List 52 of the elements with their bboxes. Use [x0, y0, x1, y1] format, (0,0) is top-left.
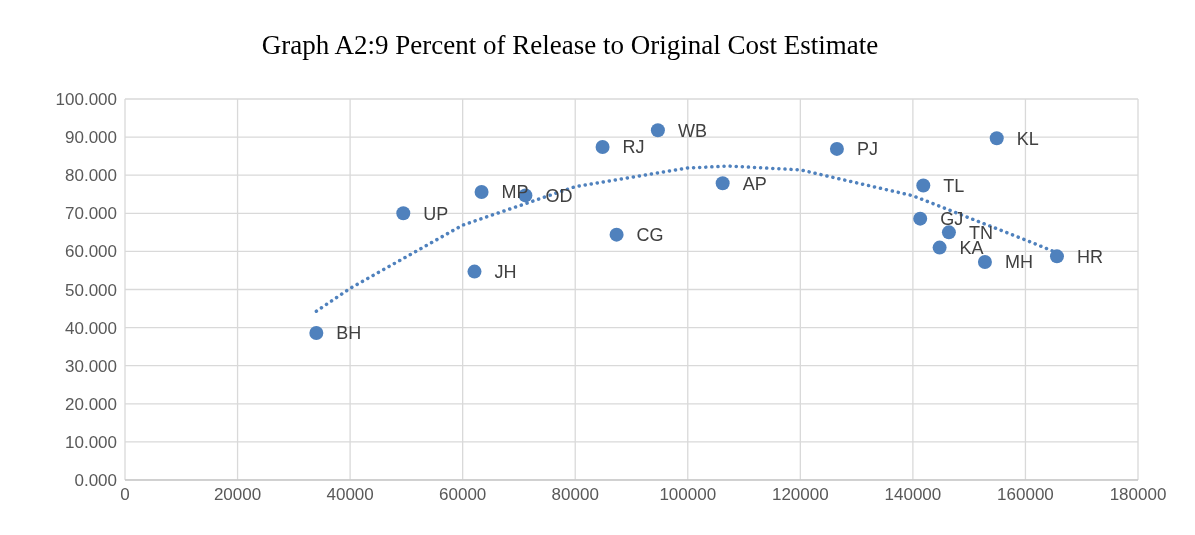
point — [916, 178, 931, 193]
annotation: MH — [1004, 252, 1033, 273]
annotation: AP — [742, 173, 767, 194]
y-tick-label: 20.000 — [65, 394, 117, 414]
y-tick-label: 0.000 — [74, 471, 117, 491]
point — [1049, 249, 1064, 264]
annotation: CG — [636, 225, 664, 246]
annotation: BH — [336, 323, 362, 344]
x-tick-label: 100000 — [659, 485, 717, 505]
point — [650, 123, 665, 138]
annotation: OD — [545, 185, 573, 206]
y-tick-label: 80.000 — [65, 166, 117, 186]
x-tick-label: 80000 — [551, 485, 599, 505]
y-tick-label: 60.000 — [65, 242, 117, 262]
annotation: PJ — [856, 139, 878, 160]
point — [932, 240, 947, 255]
point — [977, 255, 992, 270]
annotation: RJ — [622, 137, 645, 158]
point — [396, 206, 411, 221]
x-tick-label: 140000 — [884, 485, 942, 505]
y-tick-label: 40.000 — [65, 318, 117, 338]
y-tick-label: 50.000 — [65, 280, 117, 300]
annotation: KL — [1016, 128, 1039, 149]
point — [913, 211, 928, 226]
point — [609, 227, 624, 242]
y-tick-label: 10.000 — [65, 432, 117, 452]
annotation: UP — [423, 203, 449, 224]
x-tick-label: 0 — [120, 485, 130, 505]
annotation: JH — [494, 261, 517, 282]
x-tick-label: 180000 — [1109, 485, 1167, 505]
y-tick-label: 100.000 — [55, 90, 117, 110]
annotation: WB — [677, 120, 707, 141]
point — [595, 140, 610, 155]
y-tick-label: 90.000 — [65, 128, 117, 148]
point — [715, 176, 730, 191]
annotation: HR — [1076, 246, 1103, 267]
annotation: GJ — [940, 209, 964, 230]
y-tick-label: 70.000 — [65, 204, 117, 224]
point — [829, 141, 844, 156]
chart-title: Graph A2:9 Percent of Release to Original Cost Estimate — [260, 30, 880, 61]
point — [467, 264, 482, 279]
x-tick-label: 20000 — [213, 485, 262, 505]
point — [474, 184, 489, 199]
x-tick-label: 60000 — [439, 485, 487, 505]
point — [309, 325, 324, 340]
point — [989, 131, 1004, 146]
y-tick-label: 30.000 — [65, 356, 117, 376]
annotation: TL — [943, 175, 965, 196]
x-tick-label: 40000 — [326, 485, 374, 505]
x-tick-label: 160000 — [997, 485, 1054, 505]
x-tick-label: 120000 — [771, 485, 829, 505]
point — [941, 225, 956, 240]
